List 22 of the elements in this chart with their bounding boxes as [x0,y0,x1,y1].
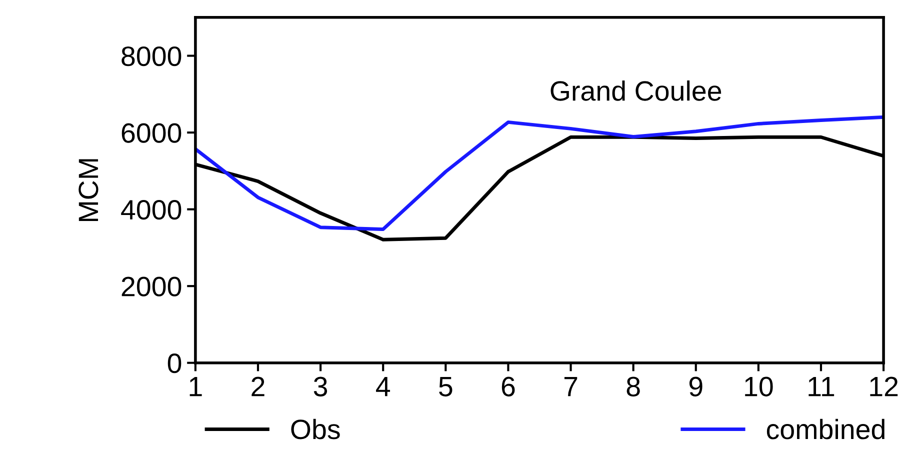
x-tick-label: 6 [502,376,515,396]
x-tick-label: 3 [314,376,328,396]
x-tick-label: 10 [745,376,773,396]
y-tick-label: 2000 [122,276,182,296]
legend-label: Obs [291,418,340,440]
line-series [195,115,884,231]
x-tick-label: 2 [252,376,264,396]
y-axis-title: MCM [78,159,98,222]
x-tick-label: 5 [439,377,452,396]
x-tick-label: 8 [626,376,640,396]
x-tick-label: 4 [376,377,390,396]
y-tick-label: 8000 [122,46,182,66]
text: Grand Coulee [550,80,722,101]
x-tick-label: 11 [808,377,834,396]
x-tick-label: 7 [564,377,578,396]
legend-label: combined [766,418,884,440]
y-tick-label: 4000 [121,200,182,220]
x-tick-label: 9 [689,376,702,396]
x-tick-label: 12 [870,376,898,396]
y-tick-label: 6000 [122,123,182,143]
x-tick-label: 1 [190,377,202,396]
y-tick-label: 0 [168,354,182,374]
